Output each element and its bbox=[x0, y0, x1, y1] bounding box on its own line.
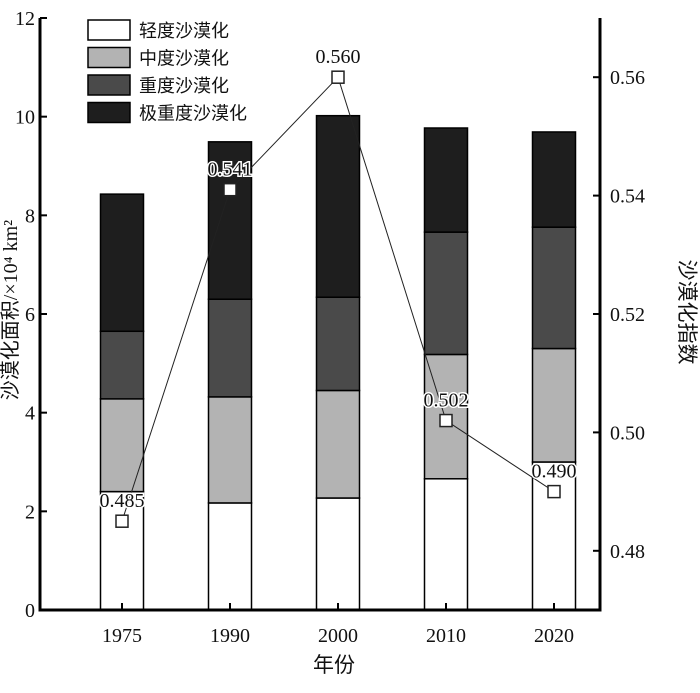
bar-1975-series-0 bbox=[99, 490, 145, 611]
index-marker-2020 bbox=[547, 484, 561, 499]
x-tick-label: 2020 bbox=[534, 625, 574, 647]
x-tick-label: 1975 bbox=[102, 625, 142, 647]
bar-2020-series-2 bbox=[531, 226, 577, 350]
index-marker-2010 bbox=[439, 413, 453, 428]
bar-2000-series-3 bbox=[315, 114, 361, 298]
index-data-label: 0.485 bbox=[100, 490, 145, 512]
legend-label: 重度沙漠化 bbox=[139, 76, 229, 96]
y-tick-label: 4 bbox=[25, 403, 35, 425]
bar-1975-series-1 bbox=[99, 398, 145, 493]
y-tick-label: 0 bbox=[25, 600, 35, 622]
index-data-label: 0.560 bbox=[316, 46, 361, 68]
x-tick-label: 2000 bbox=[318, 625, 358, 647]
legend-swatch-3 bbox=[87, 101, 131, 124]
x-tick-label: 1990 bbox=[210, 625, 250, 647]
y-tick-label: 6 bbox=[25, 304, 35, 326]
x-axis-label: 年份 bbox=[313, 653, 355, 677]
legend-label: 中度沙漠化 bbox=[139, 49, 229, 69]
bar-2020-series-1 bbox=[531, 347, 577, 463]
y-tick-label: 2 bbox=[25, 501, 35, 523]
y2-tick-label: 0.56 bbox=[610, 67, 645, 89]
y2-axis-label: 沙漠化指数 bbox=[675, 260, 699, 365]
x-tick-label: 2010 bbox=[426, 625, 466, 647]
y2-tick-label: 0.50 bbox=[610, 422, 645, 444]
y-axis-label: 沙漠化面积/×10⁴ km² bbox=[0, 220, 22, 400]
legend-label: 极重度沙漠化 bbox=[139, 104, 247, 124]
y-tick-label: 8 bbox=[25, 205, 35, 227]
bar-2000-series-2 bbox=[315, 296, 361, 392]
y2-tick-label: 0.48 bbox=[610, 541, 645, 563]
index-marker-1975 bbox=[115, 514, 129, 528]
y-tick-label: 10 bbox=[15, 107, 35, 129]
index-data-label: 0.541 bbox=[208, 159, 253, 181]
legend-swatch-0 bbox=[87, 19, 131, 41]
index-marker-2000 bbox=[331, 70, 345, 84]
legend-label: 轻度沙漠化 bbox=[139, 21, 229, 41]
bar-2000-series-1 bbox=[315, 389, 361, 499]
index-data-label: 0.502 bbox=[424, 390, 469, 412]
bar-1990-series-2 bbox=[207, 298, 253, 398]
bar-2000-series-0 bbox=[315, 497, 361, 611]
legend-swatch-2 bbox=[87, 74, 131, 96]
y2-tick-label: 0.52 bbox=[610, 304, 645, 326]
bar-2010-series-3 bbox=[423, 127, 469, 233]
bar-1975-series-3 bbox=[99, 193, 145, 333]
bar-1990-series-3 bbox=[207, 141, 253, 300]
legend-swatch-1 bbox=[87, 46, 131, 69]
bar-2020-series-3 bbox=[531, 131, 577, 228]
bar-1975-series-2 bbox=[99, 330, 145, 400]
bar-1990-series-1 bbox=[207, 396, 253, 504]
bar-1990-series-0 bbox=[207, 502, 253, 611]
bar-2010-series-0 bbox=[423, 478, 469, 611]
bar-2020-series-0 bbox=[531, 461, 577, 611]
y-tick-label: 12 bbox=[15, 8, 35, 30]
index-marker-1990 bbox=[223, 182, 237, 197]
bar-2010-series-2 bbox=[423, 231, 469, 356]
index-data-label: 0.490 bbox=[532, 461, 577, 483]
y2-tick-label: 0.54 bbox=[610, 186, 645, 208]
